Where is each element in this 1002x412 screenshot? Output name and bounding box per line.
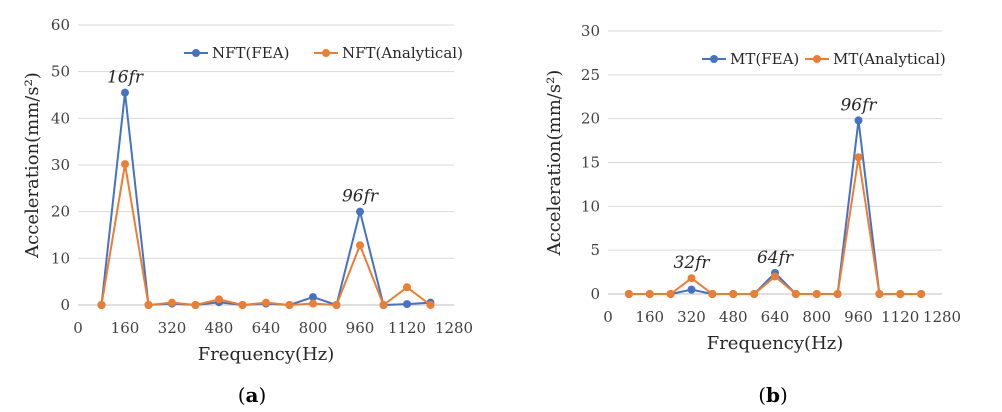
panel-label: b xyxy=(766,383,780,407)
y-axis-title: Acceleration(mm/s²) xyxy=(544,70,565,257)
data-point-fea xyxy=(309,293,317,302)
legend-swatch-marker xyxy=(192,49,200,57)
series-line-analytical xyxy=(100,163,432,306)
legend-label: NFT(Analytical) xyxy=(342,44,463,62)
x-tick-label: 0 xyxy=(603,308,613,326)
y-tick-label: 60 xyxy=(51,16,70,34)
peak-annotation: 16fr xyxy=(107,68,144,88)
x-axis-title: Frequency(Hz) xyxy=(707,333,844,354)
data-point-fea xyxy=(854,116,863,125)
data-point-analytical xyxy=(854,153,863,162)
y-tick-label: 10 xyxy=(581,197,600,215)
x-tick-label: 640 xyxy=(761,308,790,326)
legend-label: NFT(FEA) xyxy=(212,44,289,62)
peak-annotation: 32fr xyxy=(673,253,710,273)
x-tick-label: 960 xyxy=(844,308,873,326)
x-tick-label: 800 xyxy=(299,319,328,337)
data-point-fea xyxy=(356,207,364,216)
x-tick-label: 320 xyxy=(677,308,706,326)
data-point-fea xyxy=(121,88,129,97)
data-point-analytical xyxy=(285,301,294,309)
legend-label: MT(Analytical) xyxy=(833,50,946,68)
y-tick-label: 30 xyxy=(51,156,70,174)
x-tick-label: 160 xyxy=(635,308,664,326)
x-tick-label: 640 xyxy=(252,319,281,337)
data-point-analytical xyxy=(791,290,800,298)
data-point-analytical xyxy=(144,301,153,309)
data-point-analytical xyxy=(121,160,129,169)
data-point-analytical xyxy=(332,301,341,309)
y-tick-label: 0 xyxy=(60,296,70,314)
x-tick-label: 1280 xyxy=(435,319,473,337)
x-tick-label: 1120 xyxy=(881,308,919,326)
data-point-analytical xyxy=(687,274,696,283)
data-point-analytical xyxy=(771,272,779,281)
x-axis-title: Frequency(Hz) xyxy=(198,344,335,365)
data-point-fea xyxy=(687,285,696,294)
data-point-analytical xyxy=(426,301,435,309)
x-tick-label: 1120 xyxy=(388,319,426,337)
panel-caption: (b) xyxy=(758,383,788,407)
panel-caption: (a) xyxy=(238,383,267,407)
chart-panel-a: 0 10 20 30 40 50 60 0 160 320 480 640 800 960 1120 1280… xyxy=(22,16,473,407)
y-axis-title: Acceleration(mm/s²) xyxy=(22,72,43,259)
x-tick-label: 0 xyxy=(73,319,83,337)
data-point-analytical xyxy=(645,290,654,298)
y-tick-label: 50 xyxy=(51,63,70,81)
data-point-analytical xyxy=(750,290,759,298)
data-point-analytical xyxy=(403,283,411,292)
y-tick-label: 25 xyxy=(581,66,600,84)
data-point-analytical xyxy=(168,298,176,307)
data-point-analytical xyxy=(238,301,247,309)
data-point-analytical xyxy=(875,290,884,298)
panel-label: a xyxy=(246,383,259,407)
data-point-analytical xyxy=(833,290,842,298)
data-point-analytical xyxy=(191,301,200,309)
peak-annotation: 96fr xyxy=(840,95,877,115)
x-tick-label: 160 xyxy=(111,319,140,337)
x-tick-label: 1280 xyxy=(923,308,961,326)
data-point-analytical xyxy=(896,290,905,298)
y-tick-label: 30 xyxy=(581,22,600,40)
y-tick-label: 20 xyxy=(581,110,600,128)
legend-swatch-marker xyxy=(813,55,821,63)
x-tick-label: 480 xyxy=(719,308,748,326)
y-tick-label: 15 xyxy=(581,154,600,172)
peak-annotation: 64fr xyxy=(757,248,794,268)
data-point-analytical xyxy=(624,290,633,298)
data-point-analytical xyxy=(917,290,926,298)
data-point-analytical xyxy=(729,290,738,298)
x-tick-label: 320 xyxy=(158,319,187,337)
data-point-analytical xyxy=(708,290,717,298)
data-point-analytical xyxy=(97,301,106,309)
chart-panel-b: 0 5 10 15 20 25 30 0 160 320 480 640 800 960 1120 1280 F… xyxy=(544,22,961,407)
y-tick-label: 20 xyxy=(51,203,70,221)
y-tick-label: 40 xyxy=(51,109,70,127)
series-line-fea xyxy=(100,91,431,306)
x-tick-label: 800 xyxy=(802,308,831,326)
data-point-analytical xyxy=(356,241,364,250)
legend-label: MT(FEA) xyxy=(730,50,799,68)
legend-swatch-marker xyxy=(322,49,330,57)
y-tick-label: 5 xyxy=(590,241,600,259)
peak-annotation: 96fr xyxy=(342,187,379,207)
x-tick-label: 960 xyxy=(346,319,375,337)
y-tick-label: 10 xyxy=(51,249,70,267)
data-point-analytical xyxy=(262,298,270,307)
data-point-analytical xyxy=(309,299,317,308)
legend-swatch-marker xyxy=(710,55,718,63)
data-point-analytical xyxy=(379,301,388,309)
y-tick-label: 0 xyxy=(590,285,600,303)
x-tick-label: 480 xyxy=(205,319,234,337)
data-point-analytical xyxy=(812,290,821,298)
data-point-fea xyxy=(403,300,411,309)
data-point-analytical xyxy=(215,295,223,304)
data-point-analytical xyxy=(666,290,675,298)
